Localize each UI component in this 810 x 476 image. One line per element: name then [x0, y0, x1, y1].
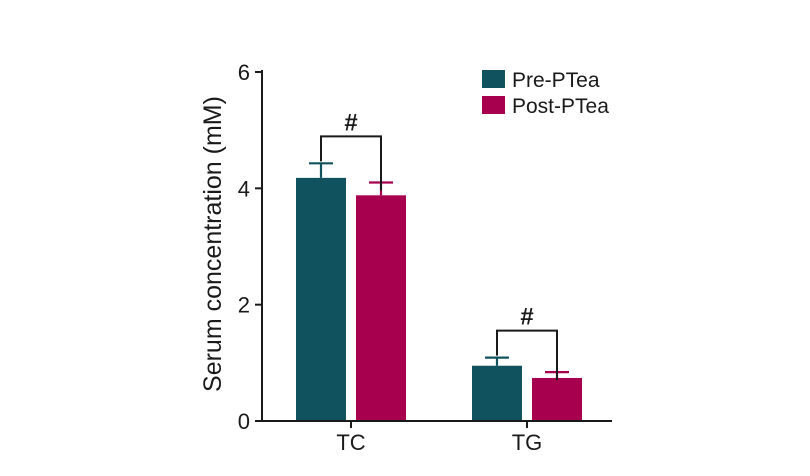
y-tick-label: 0 — [238, 409, 250, 434]
bar-post-ptea-tg — [532, 377, 582, 421]
error-bars-group — [309, 162, 569, 378]
significance-marker: # — [344, 109, 357, 136]
y-axis-label: Serum concentration (mM) — [199, 96, 227, 392]
y-ticks-group: 0 2 4 6 — [238, 60, 262, 434]
x-category-label: TG — [512, 430, 543, 455]
significance-marker: # — [520, 304, 533, 331]
legend-swatch-pre-ptea — [482, 70, 505, 88]
bar-pre-ptea-tc — [296, 177, 346, 421]
bar-pre-ptea-tg — [472, 365, 522, 421]
legend-label: Pre-PTea — [512, 69, 600, 92]
significance-bracket — [496, 329, 558, 381]
x-categories-group: TC TG — [336, 421, 542, 455]
bars-group — [296, 177, 582, 421]
x-category-label: TC — [336, 430, 365, 455]
y-tick-label: 2 — [238, 293, 250, 318]
y-tick-label: 4 — [238, 176, 250, 201]
legend-swatch-post-ptea — [482, 96, 505, 114]
y-tick-label: 6 — [238, 60, 250, 85]
bar-post-ptea-tc — [356, 195, 406, 421]
significance-group: ## — [320, 109, 558, 381]
significance-bracket — [320, 135, 382, 191]
legend: Pre-PTea Post-PTea — [482, 69, 609, 118]
legend-label: Post-PTea — [512, 95, 609, 118]
